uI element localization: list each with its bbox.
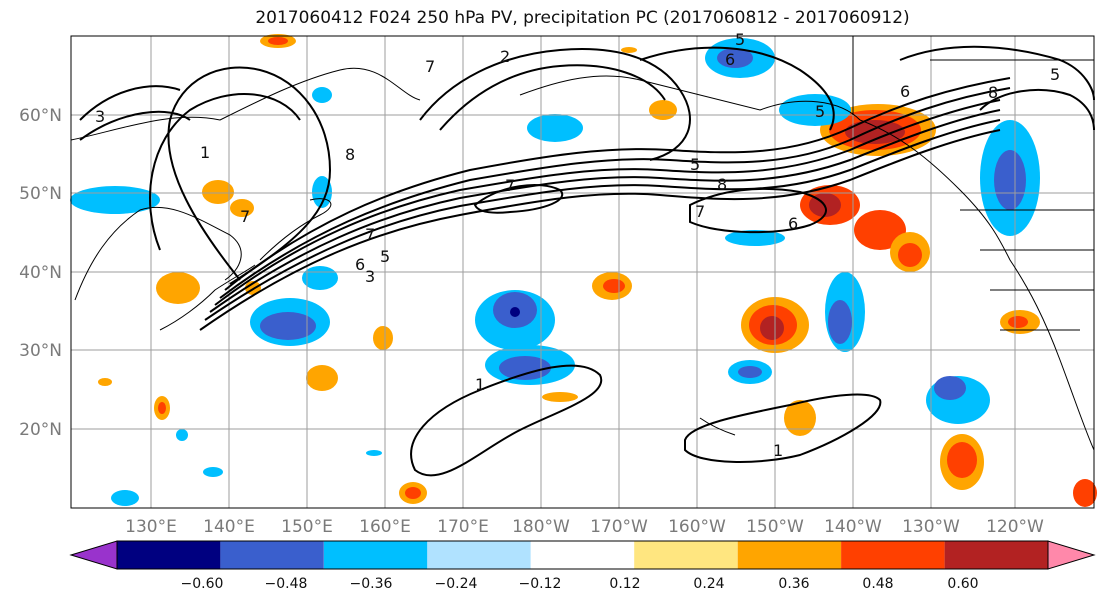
contour-label: 5	[690, 155, 700, 174]
x-tick-label: 150°E	[281, 517, 333, 537]
colorbar-cell	[323, 541, 428, 569]
contour-label: 5	[380, 247, 390, 266]
contour-label: 1	[773, 441, 783, 460]
contour-labels: 3 5 2 7 8 6 5 6 7 5 3 1 5 7 7 8 7 6 1 1 …	[95, 30, 1060, 460]
colorbar-cell	[944, 541, 1048, 569]
colorbar-tick-label: −0.24	[435, 576, 478, 592]
x-tick-label: 140°E	[203, 517, 255, 537]
colorbar-tick-labels: −0.60 −0.48 −0.36 −0.24 −0.12 0.12 0.24 …	[181, 576, 979, 592]
x-tick-label: 140°W	[824, 517, 882, 537]
x-tick-label: 150°W	[746, 517, 804, 537]
colorbar-tick-label: 0.36	[778, 576, 809, 592]
colorbar-tick-label: 0.24	[693, 576, 724, 592]
x-tick-label: 160°W	[668, 517, 726, 537]
colorbar-cell	[634, 541, 738, 569]
colorbar-tick-label: 0.12	[609, 576, 640, 592]
contour-label: 2	[500, 47, 510, 66]
x-tick-label: 120°W	[986, 517, 1044, 537]
contour-label: 5	[735, 30, 745, 49]
contour-label: 8	[717, 175, 727, 194]
plot-title: 2017060412 F024 250 hPa PV, precipitatio…	[255, 8, 910, 28]
colorbar: −0.60 −0.48 −0.36 −0.24 −0.12 0.12 0.24 …	[69, 540, 1096, 592]
map-panel: 3 5 2 7 8 6 5 6 7 5 3 1 5 7 7 8 7 6 1 1 …	[70, 30, 1097, 509]
colorbar-tick-label: 0.60	[947, 576, 978, 592]
map-border	[70, 35, 1095, 509]
colorbar-cells	[116, 540, 1049, 570]
y-tick-label: 50°N	[19, 184, 62, 204]
colorbar-cell	[220, 541, 324, 569]
contour-label: 3	[95, 107, 105, 126]
colorbar-cell	[737, 541, 842, 569]
x-tick-label: 170°W	[590, 517, 648, 537]
x-tick-label: 180°W	[512, 517, 570, 537]
y-tick-label: 20°N	[19, 420, 62, 440]
contour-label: 7	[505, 176, 515, 195]
colorbar-tick-label: −0.36	[350, 576, 393, 592]
colorbar-cell	[530, 541, 635, 569]
contour-label: 6	[725, 50, 735, 69]
contour-label: 7	[365, 225, 375, 244]
colorbar-cell	[841, 541, 945, 569]
colorbar-cell	[427, 541, 531, 569]
y-tick-label: 40°N	[19, 263, 62, 283]
contour-label: 8	[988, 83, 998, 102]
y-tick-label: 60°N	[19, 106, 62, 126]
contour-label: 5	[1050, 65, 1060, 84]
coastlines	[70, 36, 1095, 451]
contour-label: 7	[425, 57, 435, 76]
colorbar-tick-label: 0.48	[862, 576, 893, 592]
colorbar-cell	[117, 541, 221, 569]
x-tick-label: 130°E	[125, 517, 177, 537]
x-tick-label: 160°E	[359, 517, 411, 537]
contour-label: 6	[900, 82, 910, 101]
contour-label: 1	[475, 375, 485, 394]
x-tick-label: 170°E	[437, 517, 489, 537]
contour-label: 5	[815, 102, 825, 121]
contour-label: 3	[365, 267, 375, 286]
contour-label: 7	[695, 202, 705, 221]
colorbar-extend-low	[69, 540, 118, 570]
colorbar-extend-high	[1047, 540, 1096, 570]
x-axis-ticks: 130°E 140°E 150°E 160°E 170°E 180°W 170°…	[125, 517, 1044, 537]
contour-label: 1	[200, 143, 210, 162]
y-axis-ticks: 60°N 50°N 40°N 30°N 20°N	[19, 106, 62, 440]
colorbar-tick-label: −0.60	[181, 576, 224, 592]
contour-label: 7	[240, 207, 250, 226]
contour-label: 6	[788, 214, 798, 233]
x-tick-label: 130°W	[902, 517, 960, 537]
colorbar-tick-label: −0.48	[265, 576, 308, 592]
y-tick-label: 30°N	[19, 341, 62, 361]
colorbar-tick-label: −0.12	[519, 576, 562, 592]
pv-contours	[79, 45, 1095, 477]
contour-label: 8	[345, 145, 355, 164]
contour-label: 6	[355, 255, 365, 274]
